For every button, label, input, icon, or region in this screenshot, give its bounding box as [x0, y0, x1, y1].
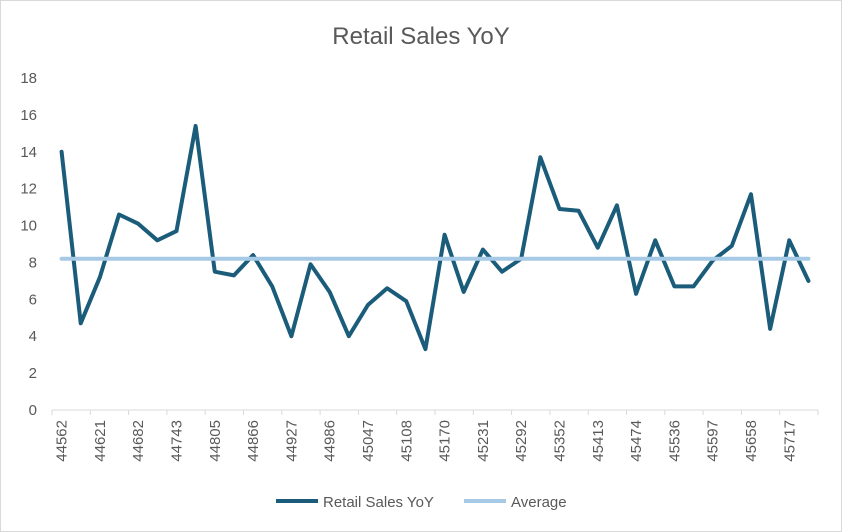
x-tick-label: 44927 [283, 420, 300, 462]
x-tick-label: 45231 [475, 420, 492, 462]
x-tick-label: 45536 [666, 420, 683, 462]
x-tick-label: 45292 [513, 420, 530, 462]
x-tick-label: 44805 [207, 420, 224, 462]
x-tick-label: 44682 [130, 420, 147, 462]
series-layer [59, 123, 811, 352]
y-axis-ticks: 0 2 4 6 8 10 12 14 16 18 [20, 70, 37, 419]
y-tick-label: 6 [29, 291, 37, 308]
x-tick-label: 45108 [398, 420, 415, 462]
x-tick-label: 45170 [437, 420, 454, 462]
y-tick-label: 10 [20, 218, 37, 235]
y-tick-label: 8 [29, 254, 37, 271]
x-tick-label: 44986 [322, 420, 339, 462]
y-tick-label: 0 [29, 402, 37, 419]
x-tick-label: 44743 [168, 420, 185, 462]
x-tick-label: 44621 [92, 420, 109, 462]
legend-label-retail-sales-yoy: Retail Sales YoY [323, 494, 434, 511]
x-tick-label: 45474 [628, 420, 645, 462]
y-tick-label: 14 [20, 144, 37, 161]
y-tick-label: 16 [20, 107, 37, 124]
x-axis-ticks: 44562 44621 44682 44743 44805 44866 44927 44986… [51, 410, 819, 462]
x-tick-label: 44562 [54, 420, 71, 462]
y-tick-label: 4 [29, 328, 37, 345]
x-tick-label: 45597 [705, 420, 722, 462]
x-tick-label: 45047 [360, 420, 377, 462]
x-tick-label: 44866 [245, 420, 262, 462]
x-tick-label: 45352 [551, 420, 568, 462]
x-tick-label: 45717 [781, 420, 798, 462]
series-line-retail-sales-yoy [59, 123, 811, 352]
legend-label-average: Average [511, 494, 567, 511]
y-tick-label: 2 [29, 365, 37, 382]
y-tick-label: 12 [20, 181, 37, 198]
legend: Retail Sales YoY Average [276, 494, 567, 511]
y-tick-label: 18 [20, 70, 37, 87]
chart-title: Retail Sales YoY [332, 23, 509, 50]
x-tick-label: 45658 [743, 420, 760, 462]
x-tick-label: 45413 [590, 420, 607, 462]
